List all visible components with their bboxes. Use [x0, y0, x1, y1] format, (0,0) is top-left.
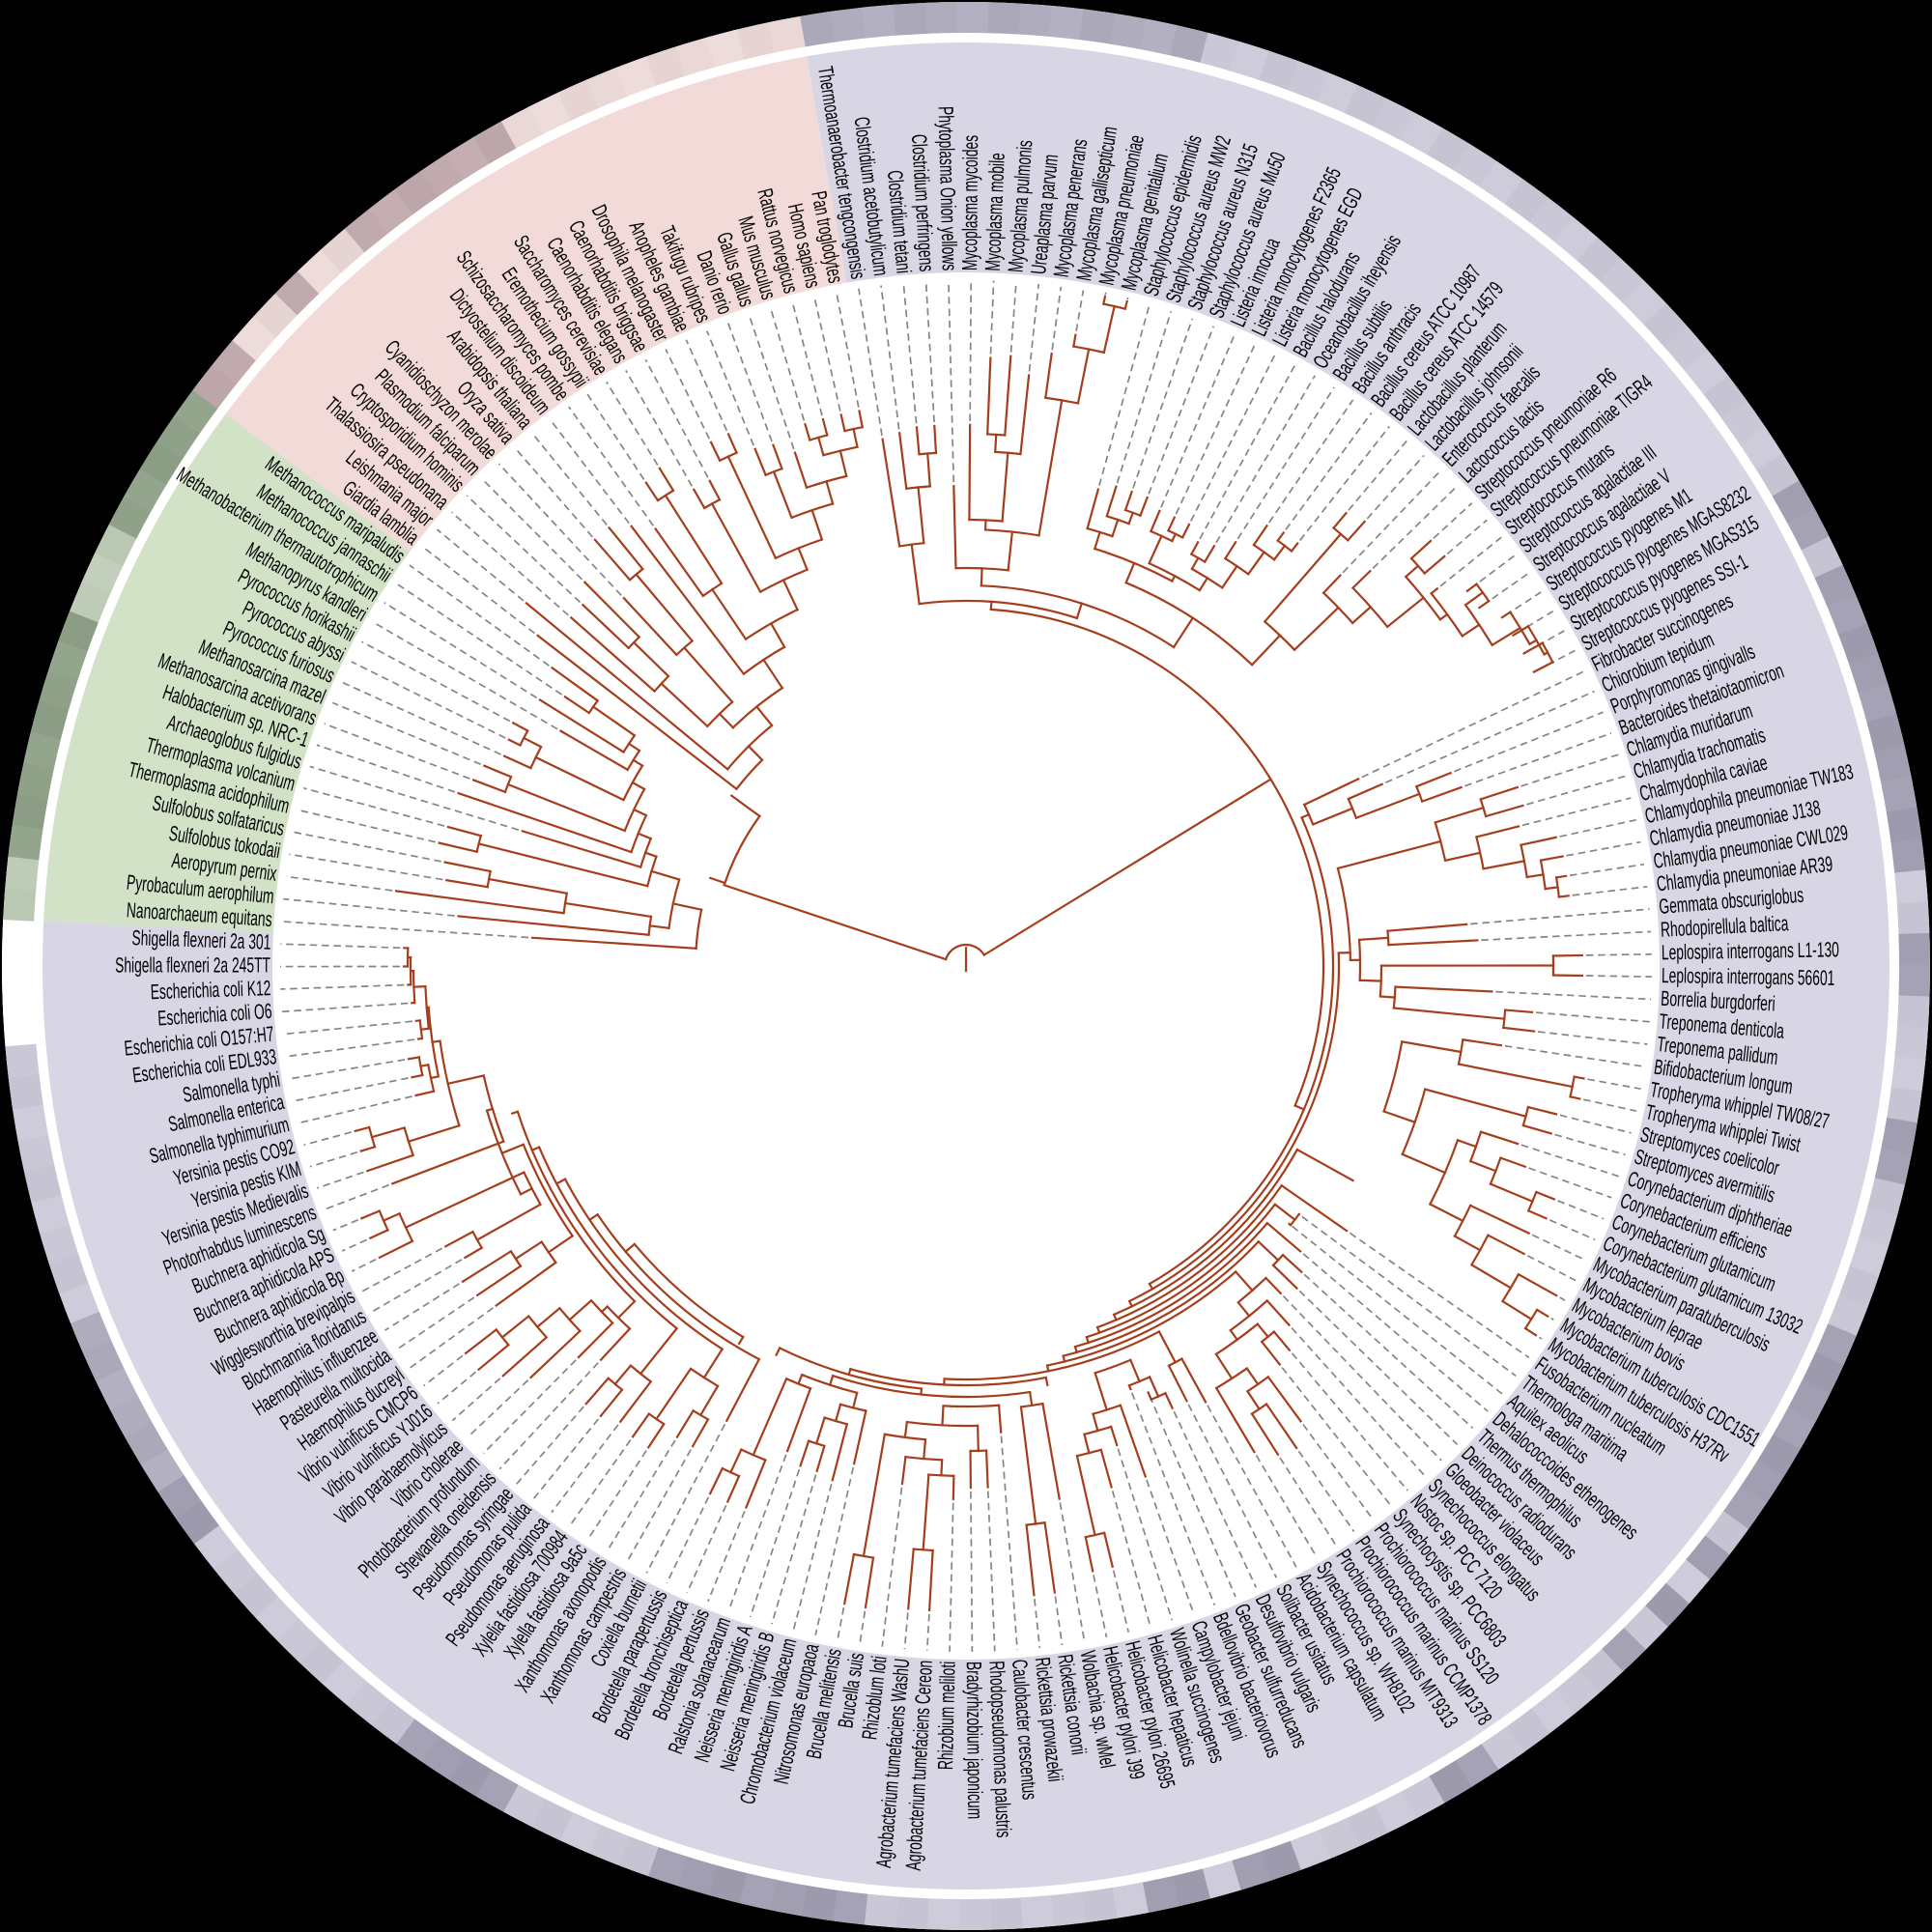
svg-text:Mycoplasma mobile: Mycoplasma mobile: [980, 153, 1009, 271]
svg-text:Bradyrhizobium japonicum: Bradyrhizobium japonicum: [962, 1662, 988, 1819]
svg-text:Borrelia burgdorferi: Borrelia burgdorferi: [1661, 985, 1776, 1015]
svg-text:Rhizobium meliloti: Rhizobium meliloti: [933, 1661, 960, 1770]
svg-text:Shigella flexneri 2a 301: Shigella flexneri 2a 301: [131, 925, 271, 954]
svg-text:Phytoplasma Onion yellows: Phytoplasma Onion yellows: [934, 106, 962, 271]
svg-text:Leplospira interrogans 56601: Leplospira interrogans 56601: [1662, 963, 1835, 990]
svg-text:Leplospira interrogans L1-130: Leplospira interrogans L1-130: [1662, 937, 1839, 964]
svg-text:Mycoplasma mycoides: Mycoplasma mycoides: [957, 135, 982, 270]
svg-text:Shigella flexneri 2a 245TT: Shigella flexneri 2a 245TT: [115, 952, 270, 977]
svg-text:Escherichia coli K12: Escherichia coli K12: [150, 976, 271, 1004]
